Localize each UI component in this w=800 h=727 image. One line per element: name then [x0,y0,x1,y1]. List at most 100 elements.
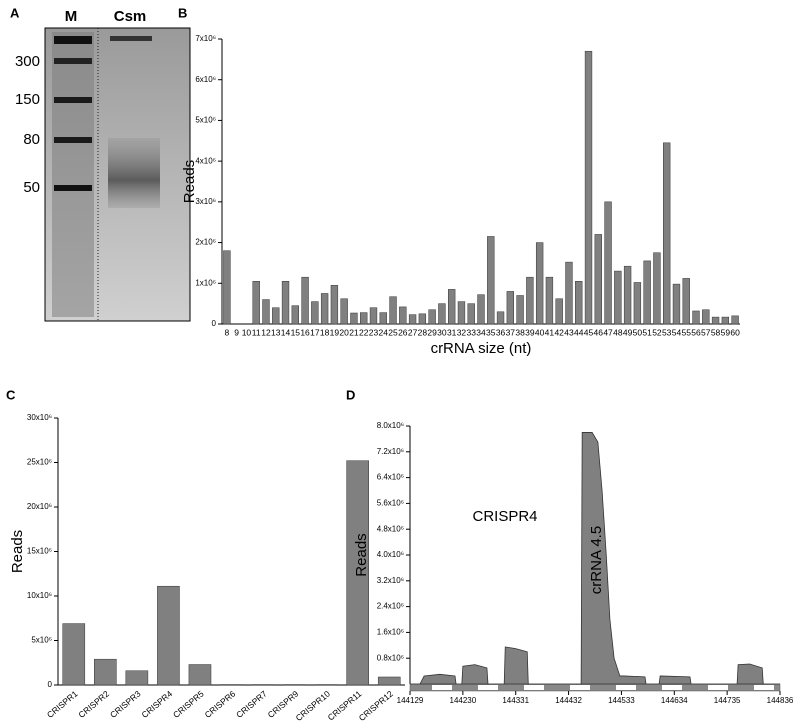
bar [506,291,514,325]
y-tick-label: 20x10⁶ [27,502,52,511]
y-tick-label: 30x10⁶ [27,413,52,422]
x-tick-label: 20 [339,327,349,337]
bar [643,260,651,325]
spacer-box [432,685,452,690]
bar [467,303,475,325]
x-tick-label: 51 [642,327,652,337]
y-tick-label: 1x10⁶ [195,278,216,287]
x-tick-label: 144836 [767,696,794,705]
bar [477,294,485,325]
bar [555,298,563,325]
spacer-box [570,685,590,690]
y-tick-label: 10x10⁶ [27,591,52,600]
x-tick-label: 8 [225,327,230,337]
bar [389,296,397,325]
x-tick-label: 23 [369,327,379,337]
gel-band [54,36,92,44]
x-tick-label: 57 [701,327,711,337]
x-tick-label: 144432 [555,696,582,705]
x-tick-label: 29 [427,327,437,337]
x-tick-label: 144735 [714,696,741,705]
bar [350,312,358,325]
x-tick-label: 60 [730,327,740,337]
x-tick-label: 10 [242,327,252,337]
x-tick-label: 9 [234,327,239,337]
bar [614,270,622,325]
x-tick-label: CRISPR10 [294,688,332,723]
y-tick-label: 7x10⁶ [195,34,216,43]
bar [125,670,149,686]
bar [711,316,720,325]
bar [633,282,642,325]
panel-label: C [6,387,16,402]
bar [330,285,339,325]
x-tick-label: 52 [652,327,662,337]
x-tick-label: 39 [525,327,535,337]
x-tick-label: 34 [476,327,486,337]
bar [535,242,544,325]
bar [702,309,710,325]
x-tick-label: 44 [574,327,584,337]
x-tick-label: 13 [271,327,281,337]
size-marker: 50 [23,179,40,196]
bar [594,234,602,325]
x-tick-label: CRISPR12 [357,688,395,723]
y-tick-label: 5.6x10⁶ [377,499,404,508]
bar [252,281,260,325]
bar [399,306,407,325]
x-tick-label: 14 [281,327,291,337]
size-marker: 150 [15,91,40,108]
bar [672,283,681,325]
x-tick-label: 53 [662,327,672,337]
y-tick-label: 7.2x10⁶ [377,447,404,456]
bar [346,460,369,686]
x-tick-label: CRISPR7 [234,688,269,720]
y-tick-label: 25x10⁶ [27,458,52,467]
annotation: CRISPR4 [472,508,537,525]
x-tick-label: 144230 [450,696,477,705]
spacer-box [478,685,498,690]
bar [487,236,495,325]
y-axis-label: Reads [9,530,26,573]
bar [584,50,593,325]
x-tick-label: 18 [320,327,330,337]
x-tick-label: 12 [261,327,271,337]
bar [448,289,456,325]
area [410,432,780,685]
x-tick-label: 144331 [502,696,529,705]
bar [340,298,348,325]
bar [545,276,554,325]
x-tick-label: CRISPR3 [108,688,143,720]
y-tick-label: 6x10⁶ [195,75,216,84]
y-tick-label: 5x10⁶ [195,116,216,125]
bar [360,312,368,325]
gel-lane [52,32,94,317]
x-tick-label: 19 [330,327,340,337]
x-tick-label: 43 [564,327,574,337]
y-tick-label: 3.2x10⁶ [377,576,404,585]
x-tick-label: 27 [408,327,418,337]
x-tick-label: 28 [418,327,428,337]
x-tick-label: 37 [506,327,516,337]
y-tick-label: 6.4x10⁶ [377,473,404,482]
y-tick-label: 4.8x10⁶ [377,524,404,533]
y-axis-label: Reads [181,160,198,203]
y-tick-label: 4.0x10⁶ [377,550,404,559]
bar [604,201,612,325]
spacer-box [616,685,636,690]
bar [377,676,401,686]
y-tick-label: 0 [212,319,217,328]
x-tick-label: 21 [349,327,359,337]
x-tick-label: 15 [291,327,301,337]
bar [311,301,319,325]
x-tick-label: 54 [672,327,682,337]
y-tick-label: 4x10⁶ [195,156,216,165]
x-tick-label: 144129 [397,696,424,705]
x-tick-label: CRISPR6 [203,688,238,720]
x-tick-label: 33 [466,327,476,337]
bar [301,276,309,325]
bar [408,314,417,325]
y-tick-label: 2x10⁶ [195,238,216,247]
x-tick-label: 25 [388,327,398,337]
size-marker: 80 [23,131,40,148]
